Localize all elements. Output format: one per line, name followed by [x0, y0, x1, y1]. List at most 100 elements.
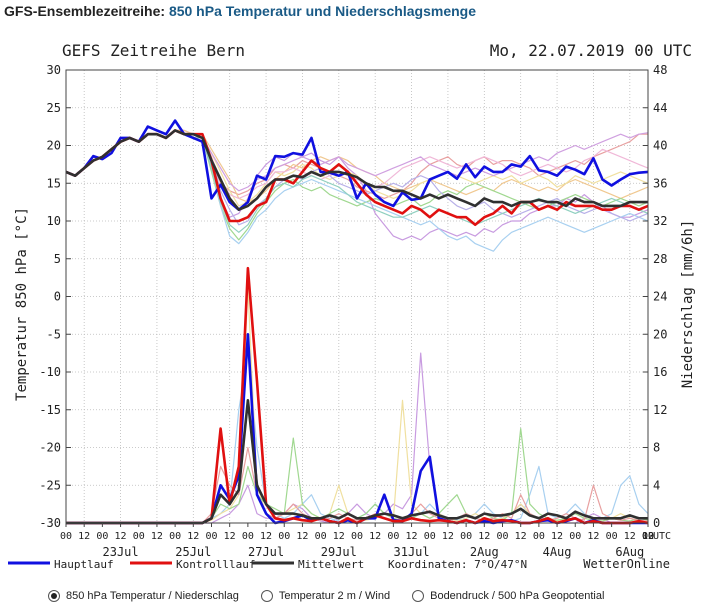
x-tick-hour: 12 [587, 531, 599, 542]
ensemble-chart: GEFS Zeitreihe Bern Mo, 22.07.2019 00 UT… [0, 30, 707, 578]
radio-pressure-geopotential[interactable]: Bodendruck / 500 hPa Geopotential [412, 590, 604, 602]
x-tick-hour: 00 [460, 531, 472, 542]
y-tick-left: -15 [39, 403, 61, 417]
x-tick-hour: 00 [642, 531, 654, 542]
x-tick-hour: 00 [424, 531, 436, 542]
x-tick-hour: 00 [606, 531, 618, 542]
x-tick-hour: 00 [169, 531, 181, 542]
mittelwert-temperature-line [65, 129, 648, 211]
y-tick-right: 4 [653, 478, 660, 492]
x-tick-date: 27Jul [248, 545, 284, 559]
y-axis-right-title: Niederschlag [mm/6h] [680, 220, 696, 389]
x-tick-hour: 12 [296, 531, 308, 542]
brand-label: WetterOnline [583, 557, 670, 571]
y-tick-right: 12 [653, 403, 667, 417]
radio-label-pressure-geopotential: Bodendruck / 500 hPa Geopotential [430, 590, 605, 602]
chart-grid [66, 70, 648, 523]
x-tick-date: 23Jul [103, 545, 139, 559]
x-tick-utc: UTC [653, 531, 671, 542]
x-tick-hour: 00 [96, 531, 108, 542]
y-tick-left: 10 [47, 214, 61, 228]
y-tick-left: -5 [47, 327, 61, 341]
y-tick-left: 30 [47, 63, 61, 77]
x-tick-hour: 12 [406, 531, 418, 542]
x-tick-hour: 00 [387, 531, 399, 542]
legend-label: Mittelwert [298, 558, 364, 571]
chart-title: GEFS Zeitreihe Bern [62, 41, 245, 60]
x-tick-date: 6Aug [615, 545, 644, 559]
y-tick-right: 44 [653, 101, 667, 115]
y-tick-right: 40 [653, 139, 667, 153]
x-tick-hour: 00 [569, 531, 581, 542]
x-tick-date: 29Jul [321, 545, 357, 559]
y-tick-right: 28 [653, 252, 667, 266]
x-tick-hour: 12 [151, 531, 163, 542]
x-tick-hour: 12 [442, 531, 454, 542]
chart-axes: 302520151050-5-10-15-20-25-3048444036322… [39, 63, 671, 559]
x-tick-hour: 00 [642, 531, 654, 542]
radio-temperature-precip[interactable]: 850 hPa Temperatur / Niederschlag [48, 590, 239, 602]
y-tick-right: 48 [653, 63, 667, 77]
y-tick-left: -30 [39, 516, 61, 530]
y-tick-right: 32 [653, 214, 667, 228]
x-tick-hour: 00 [496, 531, 508, 542]
y-tick-right: 24 [653, 290, 667, 304]
radio-button-temp2m-wind[interactable] [260, 590, 273, 602]
y-tick-right: 16 [653, 365, 667, 379]
x-tick-hour: 12 [333, 531, 345, 542]
view-selector: 850 hPa Temperatur / Niederschlag Temper… [48, 590, 604, 602]
x-tick-hour: 12 [115, 531, 127, 542]
x-tick-hour: 00 [205, 531, 217, 542]
x-tick-hour: 12 [478, 531, 490, 542]
radio-button-pressure-geopotential[interactable] [412, 590, 425, 602]
y-tick-left: 20 [47, 139, 61, 153]
x-tick-hour: 00 [278, 531, 290, 542]
x-tick-date: 31Jul [394, 545, 430, 559]
y-axis-left-title: Temperatur 850 hPa [°C] [14, 207, 30, 401]
x-tick-hour: 12 [224, 531, 236, 542]
chart-background [0, 30, 707, 578]
x-tick-hour: 12 [515, 531, 527, 542]
heading-title: 850 hPa Temperatur und Niederschlagsmeng… [168, 3, 477, 19]
x-tick-hour: 12 [369, 531, 381, 542]
legend-label: Kontrolllauf [176, 558, 255, 571]
x-tick-date: 25Jul [175, 545, 211, 559]
y-tick-left: 15 [47, 176, 61, 190]
y-tick-left: 5 [54, 252, 61, 266]
x-tick-hour: 12 [78, 531, 90, 542]
legend-label: Hauptlauf [54, 558, 114, 571]
radio-button-temperature-precip[interactable] [48, 590, 60, 602]
y-tick-right: 20 [653, 327, 667, 341]
x-tick-hour: 12 [642, 531, 654, 542]
x-tick-hour: 00 [351, 531, 363, 542]
y-tick-left: 0 [54, 290, 61, 304]
chart-date-label: Mo, 22.07.2019 00 UTC [490, 41, 692, 60]
x-tick-hour: 00 [60, 531, 72, 542]
y-tick-right: 8 [653, 441, 660, 455]
x-tick-hour: 00 [242, 531, 254, 542]
x-tick-hour: 00 [133, 531, 145, 542]
radio-label-temperature-precip: 850 hPa Temperatur / Niederschlag [66, 590, 239, 602]
x-tick-hour: 12 [551, 531, 563, 542]
y-tick-left: -10 [39, 365, 61, 379]
chart-legend: Hauptlauf Kontrolllauf Mittelwert [8, 558, 364, 571]
radio-label-temp2m-wind: Temperatur 2 m / Wind [278, 590, 391, 602]
heading-prefix: GFS-Ensemblezeitreihe: [4, 3, 166, 19]
page-heading: GFS-Ensemblezeitreihe: 850 hPa Temperatu… [4, 3, 476, 19]
x-tick-date: 4Aug [543, 545, 572, 559]
x-tick-hour: 12 [642, 531, 654, 542]
y-tick-right: 36 [653, 176, 667, 190]
y-tick-left: -25 [39, 478, 61, 492]
x-tick-date: 2Aug [470, 545, 499, 559]
x-tick-hour: 00 [533, 531, 545, 542]
x-tick-hour: 12 [624, 531, 636, 542]
x-tick-hour: 12 [187, 531, 199, 542]
x-tick-hour: 00 [315, 531, 327, 542]
y-tick-left: 25 [47, 101, 61, 115]
y-tick-left: -20 [39, 441, 61, 455]
hauptlauf-temperature-line [65, 119, 649, 211]
y-tick-right: 0 [653, 516, 660, 530]
radio-temp2m-wind[interactable]: Temperatur 2 m / Wind [260, 590, 391, 602]
x-tick-hour: 12 [260, 531, 272, 542]
coordinates-label: Koordinaten: 7°O/47°N [388, 558, 527, 571]
